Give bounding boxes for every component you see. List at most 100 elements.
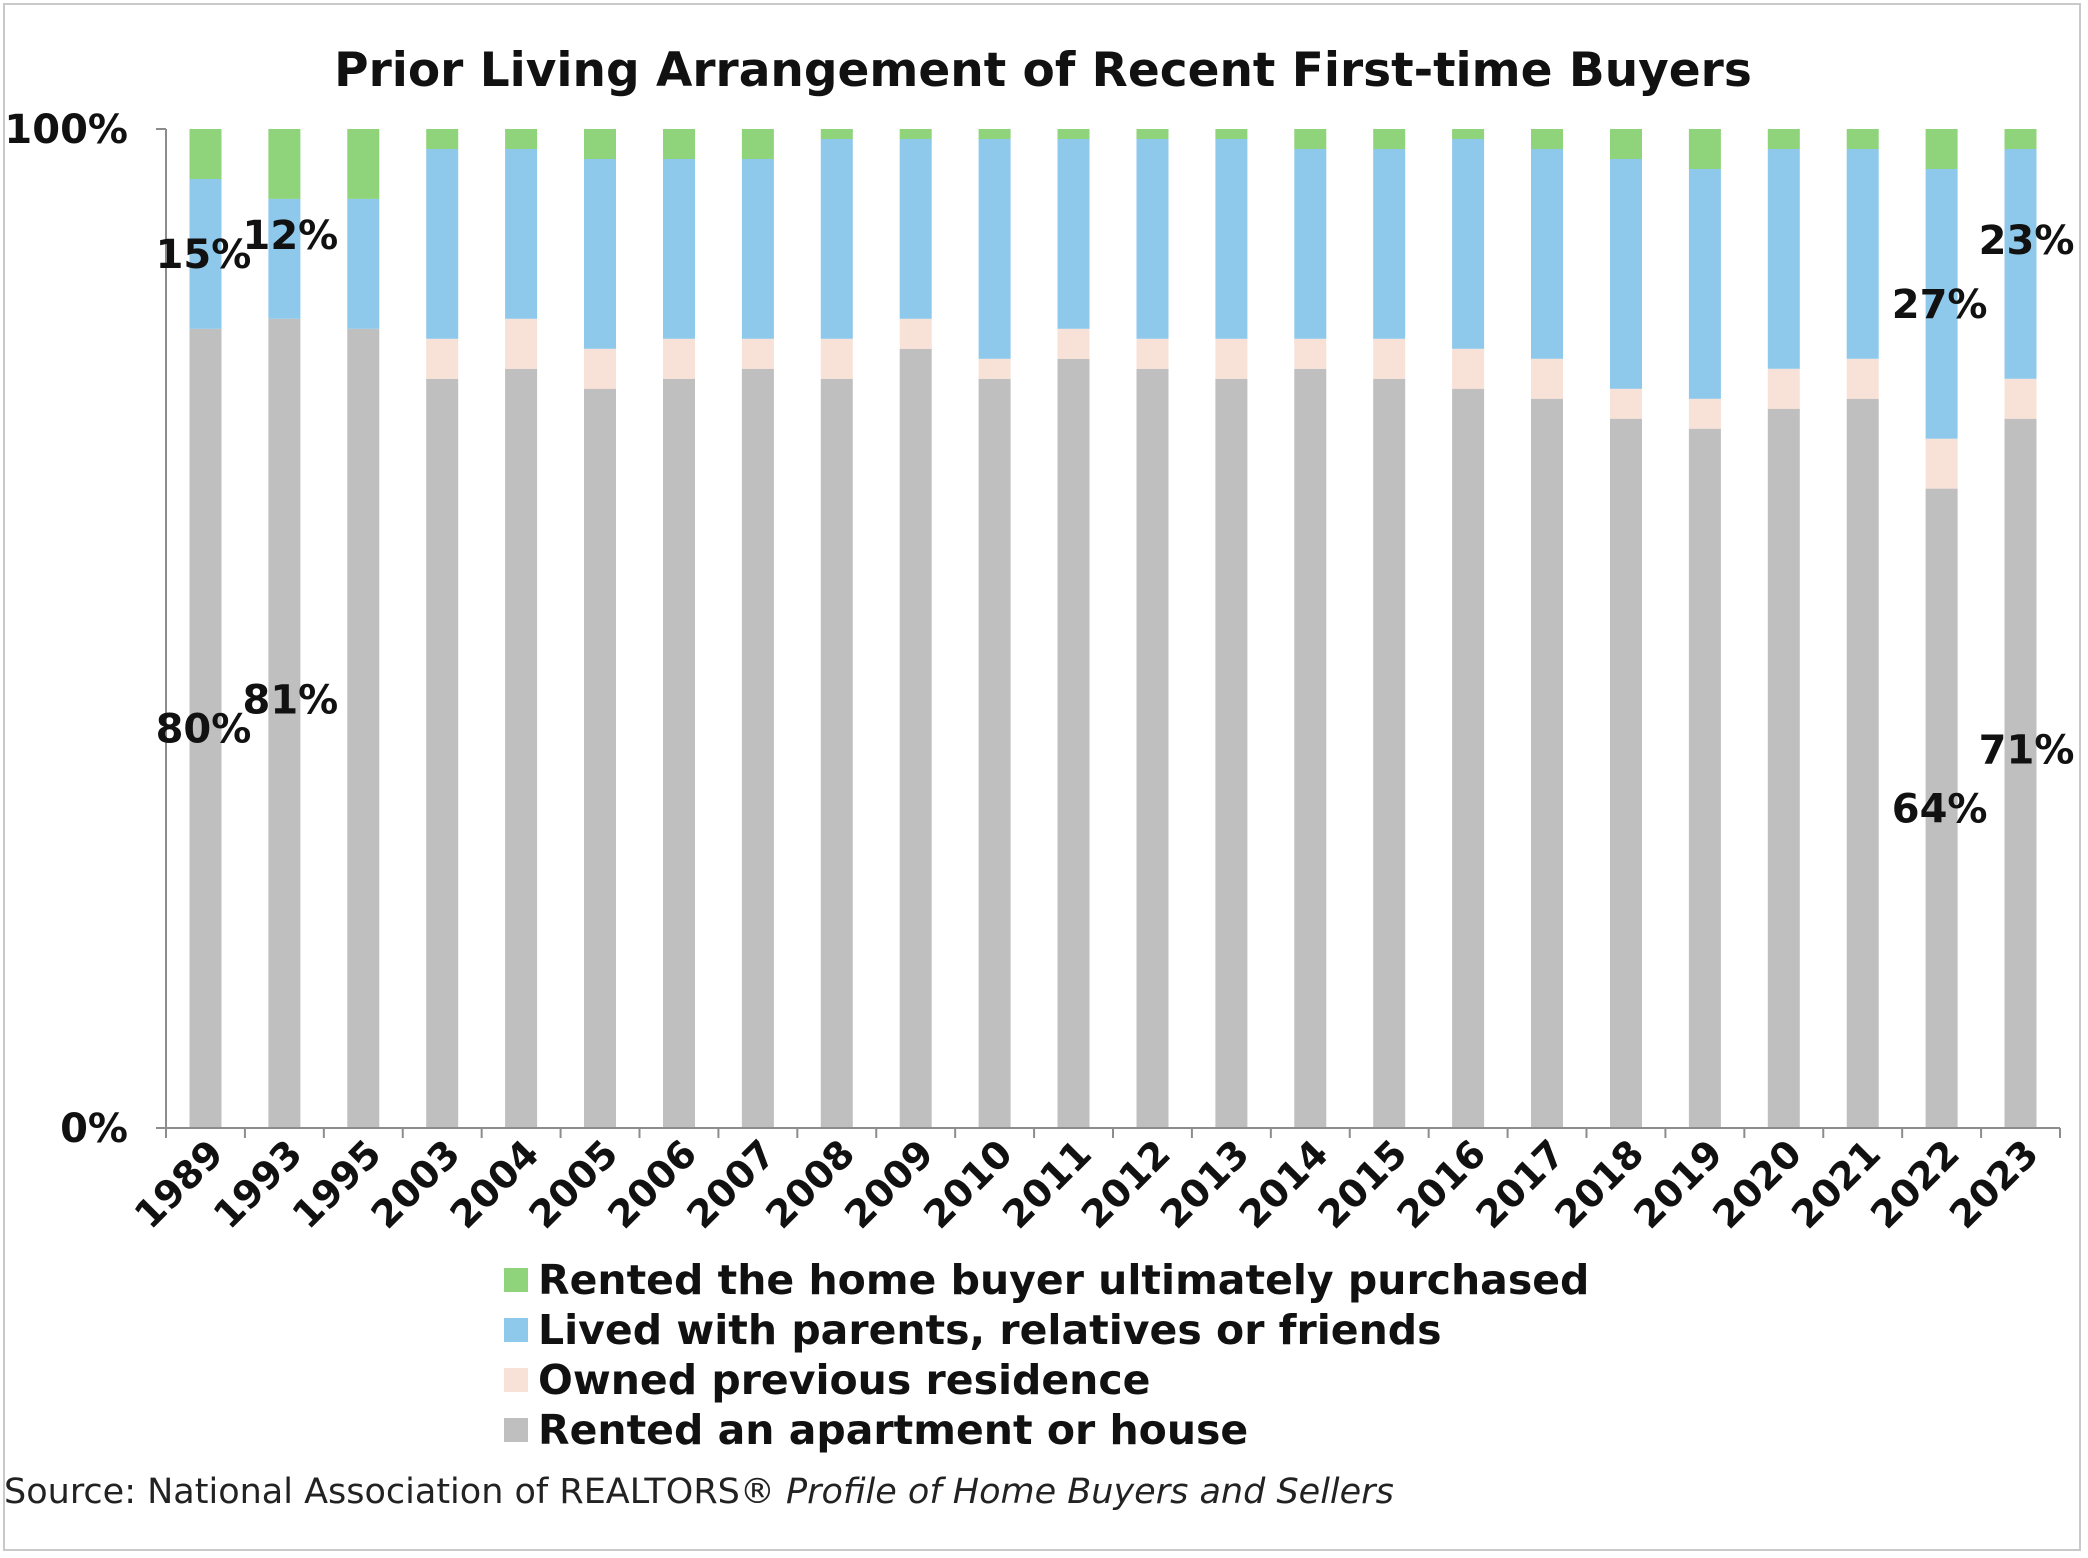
bar-segment-lived-with-parents-relatives-or-friends-2016: [1452, 139, 1485, 349]
bar-segment-rented-an-apartment-or-house-2015: [1373, 378, 1406, 1129]
bar-segment-lived-with-parents-relatives-or-friends-2021: [1846, 149, 1879, 359]
x-tick-label-1989: 1989: [126, 1131, 232, 1237]
bar-segment-rented-an-apartment-or-house-2004: [505, 368, 538, 1128]
bar-segment-owned-previous-residence-2004: [505, 318, 538, 369]
chart-title: Prior Living Arrangement of Recent First…: [334, 43, 1752, 98]
bar-segment-lived-with-parents-relatives-or-friends-1993: [268, 198, 301, 319]
x-tick-label-1995: 1995: [284, 1131, 390, 1237]
legend-label-rented-an-apartment-or-house: Rented an apartment or house: [538, 1406, 1248, 1454]
bar-segment-lived-with-parents-relatives-or-friends-2003: [426, 149, 459, 339]
x-tick-label-2015: 2015: [1310, 1131, 1416, 1237]
bar-segment-rented-an-apartment-or-house-2021: [1846, 398, 1879, 1128]
bar-segment-rented-the-home-buyer-ultimately-purchased-2008: [820, 129, 853, 139]
x-tick-label-2022: 2022: [1862, 1131, 1968, 1237]
bar-segment-owned-previous-residence-2018: [1610, 388, 1642, 419]
bar-segment-rented-the-home-buyer-ultimately-purchased-2014: [1294, 129, 1327, 149]
chart-frame: [3, 3, 2081, 1551]
bar-segment-rented-an-apartment-or-house-2022: [1925, 488, 1958, 1129]
bar-segment-rented-the-home-buyer-ultimately-purchased-2010: [978, 129, 1011, 139]
bar-segment-owned-previous-residence-2012: [1136, 338, 1169, 369]
legend-label-rented-the-home-buyer-ultimately-purchased: Rented the home buyer ultimately purchas…: [538, 1256, 1589, 1304]
bar-segment-rented-the-home-buyer-ultimately-purchased-2017: [1531, 129, 1563, 149]
bar-segment-owned-previous-residence-2005: [584, 348, 616, 389]
bar-segment-rented-the-home-buyer-ultimately-purchased-1995: [347, 129, 380, 199]
data-label-rented-an-apartment-or-house-2023: 71%: [1979, 727, 2075, 773]
bar-segment-rented-an-apartment-or-house-2003: [426, 378, 459, 1129]
x-tick-label-2003: 2003: [363, 1131, 469, 1237]
bar-segment-owned-previous-residence-2015: [1373, 338, 1406, 379]
bar-segment-rented-the-home-buyer-ultimately-purchased-2006: [663, 129, 695, 159]
source-publication: Profile of Home Buyers and Sellers: [786, 1472, 1394, 1512]
bar-segment-rented-an-apartment-or-house-2012: [1136, 368, 1169, 1128]
bar-segment-owned-previous-residence-2019: [1688, 398, 1721, 429]
bar-segment-lived-with-parents-relatives-or-friends-2023: [2004, 149, 2037, 379]
x-tick-label-2010: 2010: [915, 1131, 1021, 1237]
bar-segment-rented-an-apartment-or-house-2007: [741, 368, 774, 1128]
bar-segment-rented-the-home-buyer-ultimately-purchased-1993: [268, 129, 301, 199]
bar-segment-rented-the-home-buyer-ultimately-purchased-2015: [1373, 129, 1406, 149]
bar-segment-rented-the-home-buyer-ultimately-purchased-2020: [1767, 129, 1800, 149]
data-labels-group: 80%81% 64% 71% 15%12% 27% 23%: [156, 213, 2075, 832]
x-tick-label-2012: 2012: [1073, 1131, 1179, 1237]
bar-segment-rented-the-home-buyer-ultimately-purchased-2019: [1688, 129, 1721, 169]
source-prefix: Source: National Association of REALTORS…: [4, 1472, 775, 1512]
data-label-lived-with-parents-relatives-or-friends-1993: 12%: [243, 213, 339, 259]
bar-segment-owned-previous-residence-2006: [663, 338, 695, 379]
bar-segment-rented-the-home-buyer-ultimately-purchased-2022: [1925, 129, 1958, 169]
bar-segment-owned-previous-residence-2003: [426, 338, 459, 379]
bar-segment-rented-the-home-buyer-ultimately-purchased-2016: [1452, 129, 1485, 139]
bar-segment-rented-an-apartment-or-house-1995: [347, 328, 380, 1128]
bar-segment-rented-an-apartment-or-house-2023: [2004, 418, 2037, 1128]
data-label-rented-an-apartment-or-house-2022: 64%: [1892, 786, 1988, 832]
bar-segment-rented-an-apartment-or-house-2020: [1767, 408, 1800, 1128]
x-tick-label-2009: 2009: [836, 1131, 942, 1237]
data-label-rented-an-apartment-or-house-1989: 80%: [156, 706, 252, 752]
bar-segment-owned-previous-residence-2008: [820, 338, 853, 379]
bar-segment-rented-the-home-buyer-ultimately-purchased-2018: [1610, 129, 1642, 159]
bar-segment-lived-with-parents-relatives-or-friends-2006: [663, 159, 695, 339]
bar-segment-owned-previous-residence-2016: [1452, 348, 1485, 389]
bar-segment-owned-previous-residence-2009: [899, 318, 932, 349]
bar-segment-rented-an-apartment-or-house-2008: [820, 378, 853, 1129]
bar-segment-rented-an-apartment-or-house-2016: [1452, 388, 1485, 1128]
legend-swatch-rented-an-apartment-or-house: [504, 1418, 528, 1442]
data-label-lived-with-parents-relatives-or-friends-2023: 23%: [1979, 218, 2075, 264]
bar-segment-lived-with-parents-relatives-or-friends-2018: [1610, 159, 1642, 389]
bar-segment-owned-previous-residence-2010: [978, 358, 1011, 379]
legend: Rented the home buyer ultimately purchas…: [504, 1256, 1589, 1454]
bar-segment-owned-previous-residence-2007: [741, 338, 774, 369]
bar-segment-rented-the-home-buyer-ultimately-purchased-2021: [1846, 129, 1879, 149]
bar-segment-owned-previous-residence-2022: [1925, 438, 1958, 489]
x-tick-label-1993: 1993: [205, 1131, 311, 1237]
bar-segment-rented-an-apartment-or-house-1993: [268, 318, 301, 1128]
bar-segment-rented-an-apartment-or-house-2014: [1294, 368, 1327, 1128]
bar-segment-owned-previous-residence-2014: [1294, 338, 1327, 369]
x-tick-label-2014: 2014: [1231, 1131, 1337, 1237]
bar-segment-lived-with-parents-relatives-or-friends-2017: [1531, 149, 1563, 359]
bar-segment-rented-the-home-buyer-ultimately-purchased-2009: [899, 129, 932, 139]
axes-group: 100%0%1989199319952003200420052006200720…: [4, 107, 2061, 1237]
bar-segment-lived-with-parents-relatives-or-friends-2005: [584, 159, 616, 349]
bar-segment-lived-with-parents-relatives-or-friends-2004: [505, 149, 538, 319]
bar-segment-lived-with-parents-relatives-or-friends-2022: [1925, 169, 1958, 439]
bar-segment-lived-with-parents-relatives-or-friends-2010: [978, 139, 1011, 359]
bar-segment-rented-an-apartment-or-house-2006: [663, 378, 695, 1129]
bar-segment-owned-previous-residence-2021: [1846, 358, 1879, 399]
x-tick-label-2013: 2013: [1152, 1131, 1258, 1237]
legend-swatch-lived-with-parents-relatives-or-friends: [504, 1318, 528, 1342]
legend-swatch-rented-the-home-buyer-ultimately-purchased: [504, 1268, 528, 1292]
bar-segment-owned-previous-residence-2013: [1215, 338, 1248, 379]
y-tick-label: 100%: [4, 107, 128, 153]
bar-segment-owned-previous-residence-2011: [1057, 328, 1090, 359]
bar-segment-rented-an-apartment-or-house-2013: [1215, 378, 1248, 1129]
legend-label-lived-with-parents-relatives-or-friends: Lived with parents, relatives or friends: [538, 1306, 1442, 1354]
legend-label-owned-previous-residence: Owned previous residence: [538, 1356, 1150, 1404]
bar-segment-rented-the-home-buyer-ultimately-purchased-2012: [1136, 129, 1169, 139]
x-tick-label-2020: 2020: [1704, 1131, 1810, 1237]
x-tick-label-2004: 2004: [442, 1131, 548, 1237]
bar-segment-rented-the-home-buyer-ultimately-purchased-2023: [2004, 129, 2037, 149]
bar-segment-owned-previous-residence-2020: [1767, 368, 1800, 409]
bar-segment-lived-with-parents-relatives-or-friends-2020: [1767, 149, 1800, 369]
x-tick-label-2007: 2007: [678, 1131, 784, 1237]
